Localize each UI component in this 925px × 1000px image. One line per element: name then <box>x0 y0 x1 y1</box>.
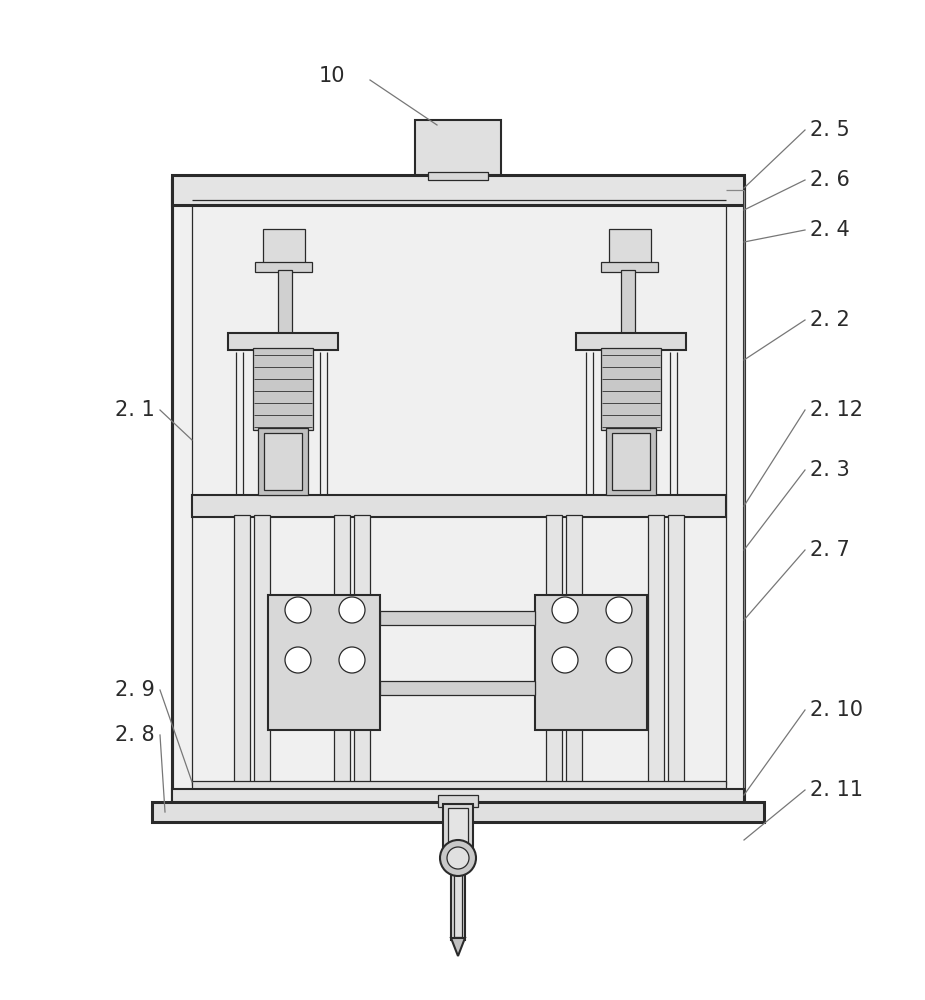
Bar <box>172 180 744 805</box>
Text: 2. 7: 2. 7 <box>810 540 850 560</box>
Circle shape <box>440 840 476 876</box>
Bar <box>263 229 305 265</box>
Text: 2. 1: 2. 1 <box>116 400 155 420</box>
Bar <box>228 333 338 350</box>
Bar <box>254 515 270 785</box>
Bar <box>258 428 308 495</box>
Text: 2. 6: 2. 6 <box>810 170 850 190</box>
Bar <box>380 681 535 695</box>
Bar <box>192 495 726 517</box>
Circle shape <box>339 647 365 673</box>
Bar <box>152 802 764 822</box>
Bar <box>546 515 562 785</box>
Bar <box>234 515 250 785</box>
Bar <box>576 333 686 350</box>
Circle shape <box>285 597 311 623</box>
Polygon shape <box>451 938 465 956</box>
Bar <box>278 270 292 345</box>
Bar <box>415 120 501 175</box>
Bar <box>354 515 370 785</box>
Bar <box>448 808 468 848</box>
Bar <box>454 859 462 937</box>
Bar <box>380 611 535 625</box>
Circle shape <box>447 847 469 869</box>
Bar <box>268 595 380 730</box>
Circle shape <box>552 647 578 673</box>
Bar <box>612 433 650 490</box>
Bar <box>566 515 582 785</box>
Bar <box>172 175 744 205</box>
Bar <box>253 348 313 430</box>
Text: 2. 2: 2. 2 <box>810 310 850 330</box>
Circle shape <box>339 597 365 623</box>
Bar <box>601 348 661 430</box>
Bar <box>172 180 744 805</box>
Circle shape <box>606 597 632 623</box>
Text: 2. 12: 2. 12 <box>810 400 863 420</box>
Text: 2. 11: 2. 11 <box>810 780 863 800</box>
Text: 2. 8: 2. 8 <box>116 725 155 745</box>
Text: 2. 10: 2. 10 <box>810 700 863 720</box>
Circle shape <box>285 647 311 673</box>
Circle shape <box>606 647 632 673</box>
Bar <box>334 515 350 785</box>
Bar <box>192 781 726 793</box>
Text: 2. 3: 2. 3 <box>810 460 850 480</box>
Bar <box>601 262 658 272</box>
Bar <box>264 433 302 490</box>
Bar <box>535 595 647 730</box>
Bar <box>621 270 635 345</box>
Text: 10: 10 <box>318 66 345 86</box>
Bar <box>172 789 744 805</box>
Text: 2. 5: 2. 5 <box>810 120 850 140</box>
Bar <box>606 428 656 495</box>
Bar <box>428 172 488 180</box>
Bar <box>648 515 664 785</box>
Circle shape <box>552 597 578 623</box>
Bar <box>609 229 651 265</box>
Text: 2. 9: 2. 9 <box>115 680 155 700</box>
Text: 2. 4: 2. 4 <box>810 220 850 240</box>
Bar <box>438 795 478 807</box>
Bar <box>255 262 312 272</box>
Bar <box>443 804 473 852</box>
Bar <box>451 856 465 940</box>
Bar <box>668 515 684 785</box>
